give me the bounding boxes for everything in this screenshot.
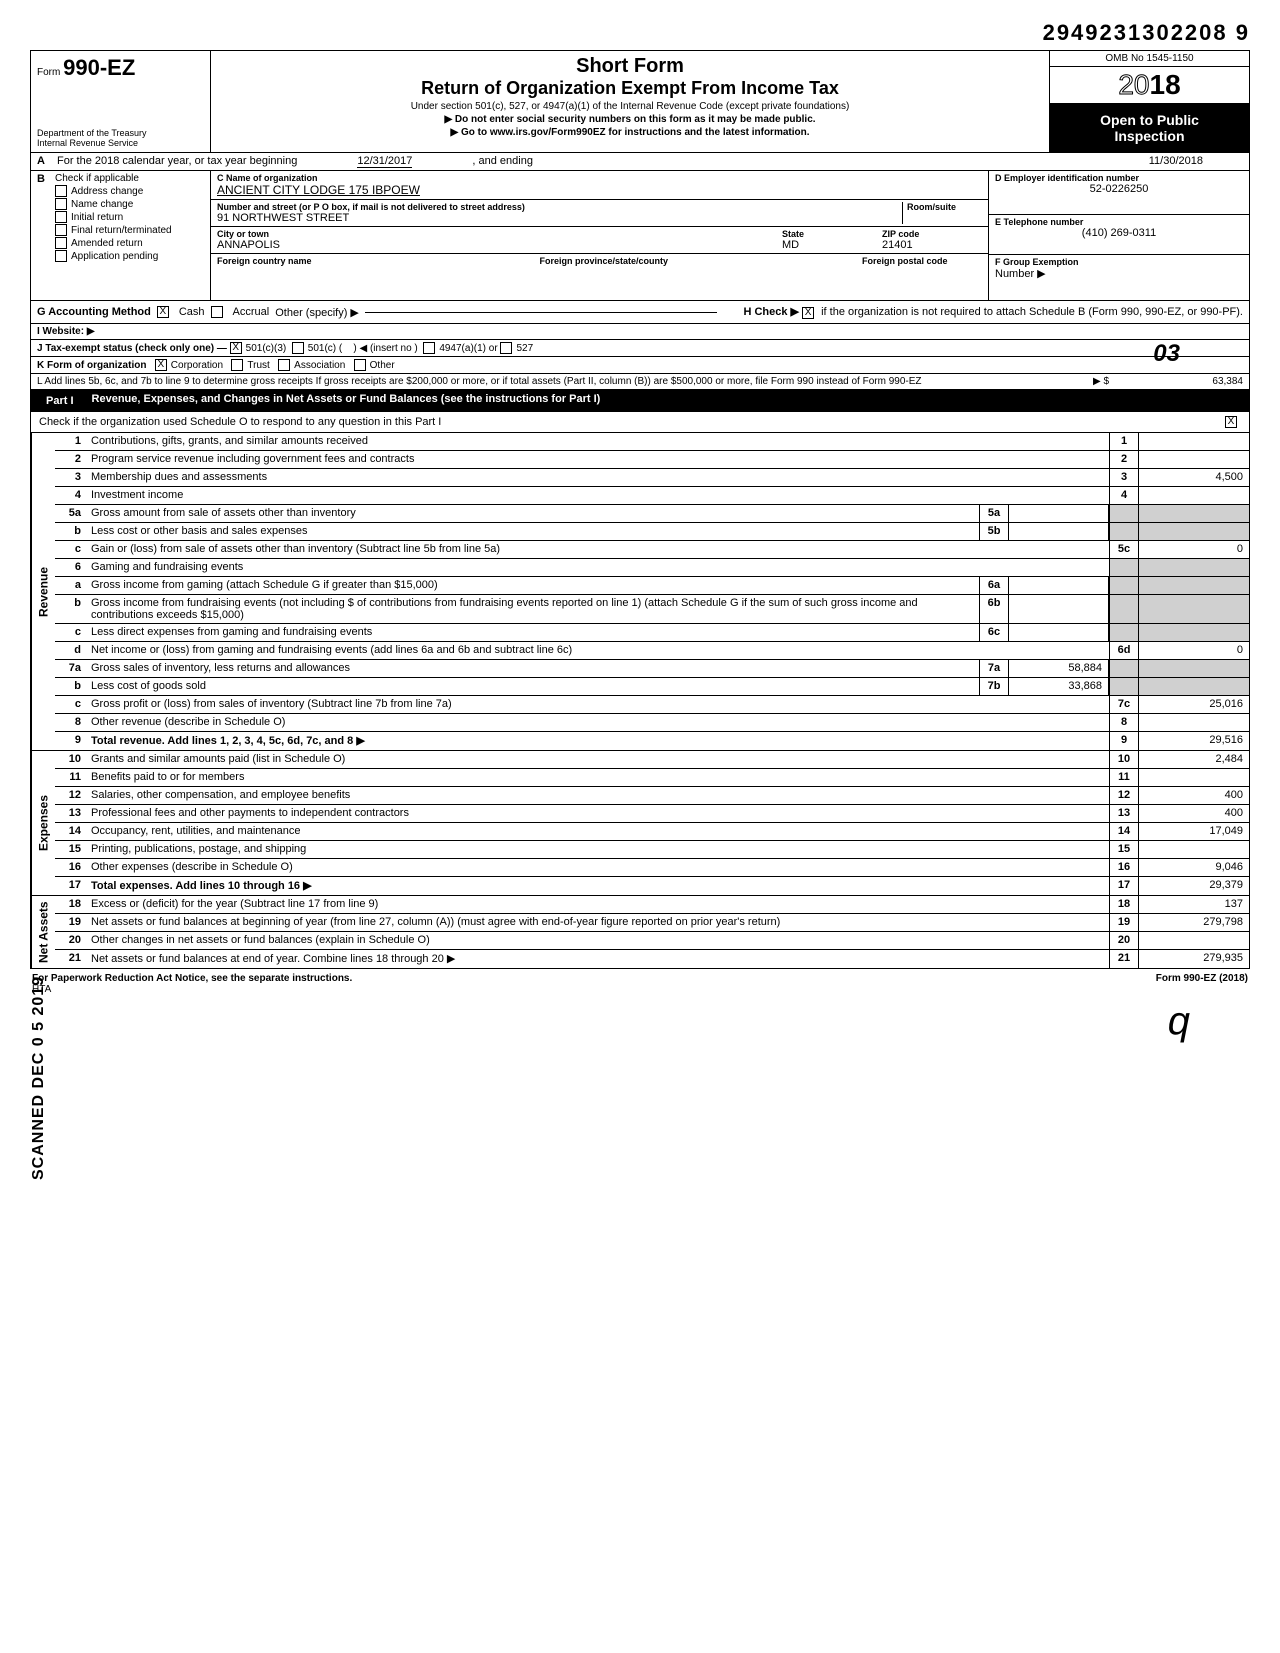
check-corp[interactable]: X — [155, 359, 167, 371]
check-assoc[interactable] — [278, 359, 290, 371]
subtitle-2: ▶ Do not enter social security numbers o… — [221, 114, 1039, 125]
ein-label: D Employer identification number — [995, 173, 1243, 183]
line-row: 7aGross sales of inventory, less returns… — [55, 660, 1249, 678]
row-l: L Add lines 5b, 6c, and 7b to line 9 to … — [31, 374, 1249, 389]
omb-number: OMB No 1545-1150 — [1050, 51, 1249, 67]
footer: For Paperwork Reduction Act Notice, see … — [30, 969, 1250, 999]
short-form-label: Short Form — [221, 55, 1039, 78]
row-g: G Accounting Method XCash Accrual Other … — [31, 301, 1249, 324]
check-4947[interactable] — [423, 342, 435, 354]
check-schedule-o[interactable]: X — [1225, 416, 1237, 428]
period-mid: , and ending — [472, 155, 533, 168]
line-row: 16Other expenses (describe in Schedule O… — [55, 859, 1249, 877]
check-501c3[interactable]: X — [230, 342, 242, 354]
org-name: ANCIENT CITY LODGE 175 IBPOEW — [217, 183, 982, 197]
check-527[interactable] — [500, 342, 512, 354]
line-row: 13Professional fees and other payments t… — [55, 805, 1249, 823]
line-row: 6Gaming and fundraising events — [55, 559, 1249, 577]
line-row: 21Net assets or fund balances at end of … — [55, 950, 1249, 968]
period-label: For the 2018 calendar year, or tax year … — [57, 155, 297, 168]
line-row: 11Benefits paid to or for members11 — [55, 769, 1249, 787]
revenue-label: Revenue — [31, 433, 55, 750]
check-applicable: Check if applicable Address change Name … — [51, 171, 211, 300]
org-city: ANNAPOLIS — [217, 239, 782, 251]
form-header: Form 990-EZ Department of the Treasury I… — [30, 50, 1250, 153]
line-row: 12Salaries, other compensation, and empl… — [55, 787, 1249, 805]
row-j: J Tax-exempt status (check only one) — X… — [31, 340, 1249, 357]
part1-check: Check if the organization used Schedule … — [30, 412, 1250, 433]
line-row: 8Other revenue (describe in Schedule O)8 — [55, 714, 1249, 732]
subtitle-1: Under section 501(c), 527, or 4947(a)(1)… — [221, 101, 1039, 112]
line-row: 18Excess or (deficit) for the year (Subt… — [55, 896, 1249, 914]
line-row: cGross profit or (loss) from sales of in… — [55, 696, 1249, 714]
line-row: 15Printing, publications, postage, and s… — [55, 841, 1249, 859]
line-row: 1Contributions, gifts, grants, and simil… — [55, 433, 1249, 451]
line-row: 9Total revenue. Add lines 1, 2, 3, 4, 5c… — [55, 732, 1249, 750]
handwritten-note: 03 — [1153, 340, 1180, 368]
signature-mark: q — [30, 999, 1250, 1044]
line-row: 5aGross amount from sale of assets other… — [55, 505, 1249, 523]
tax-year: 2018 — [1050, 67, 1249, 104]
check-501c[interactable] — [292, 342, 304, 354]
line-row: dNet income or (loss) from gaming and fu… — [55, 642, 1249, 660]
phone-label: E Telephone number — [995, 217, 1243, 227]
line-row: bGross income from fundraising events (n… — [55, 595, 1249, 624]
line-row: cLess direct expenses from gaming and fu… — [55, 624, 1249, 642]
check-trust[interactable] — [231, 359, 243, 371]
line-row: 14Occupancy, rent, utilities, and mainte… — [55, 823, 1249, 841]
line-row: 20Other changes in net assets or fund ba… — [55, 932, 1249, 950]
line-row: aGross income from gaming (attach Schedu… — [55, 577, 1249, 595]
gross-receipts: 63,384 — [1133, 376, 1243, 387]
org-ein: 52-0226250 — [995, 183, 1243, 195]
line-row: bLess cost of goods sold7b33,868 — [55, 678, 1249, 696]
expenses-label: Expenses — [31, 751, 55, 895]
org-name-label: C Name of organization — [217, 173, 982, 183]
open-public: Open to Public Inspection — [1050, 104, 1249, 152]
check-sched-b[interactable]: X — [802, 307, 814, 319]
document-id: 2949231302208 9 — [30, 20, 1250, 46]
subtitle-3: ▶ Go to www.irs.gov/Form990EZ for instru… — [221, 127, 1039, 138]
part1-header: Part I Revenue, Expenses, and Changes in… — [30, 390, 1250, 412]
line-row: 10Grants and similar amounts paid (list … — [55, 751, 1249, 769]
line-row: 3Membership dues and assessments34,500 — [55, 469, 1249, 487]
scanned-stamp: SCANNED DEC 0 5 2019 — [30, 976, 48, 1180]
form-number: Form 990-EZ — [37, 55, 204, 81]
row-k: K Form of organization XCorporation Trus… — [31, 357, 1249, 374]
line-row: 2Program service revenue including gover… — [55, 451, 1249, 469]
org-info-block: A For the 2018 calendar year, or tax yea… — [30, 153, 1250, 390]
line-row: cGain or (loss) from sale of assets othe… — [55, 541, 1249, 559]
org-zip: 21401 — [882, 239, 982, 251]
addr-label: Number and street (or P O box, if mail i… — [217, 202, 902, 212]
check-cash[interactable]: X — [157, 306, 169, 318]
row-i: I Website: ▶ — [31, 324, 1249, 340]
check-accrual[interactable] — [211, 306, 223, 318]
line-row: 17Total expenses. Add lines 10 through 1… — [55, 877, 1249, 895]
line-row: 4Investment income4 — [55, 487, 1249, 505]
line-row: bLess cost or other basis and sales expe… — [55, 523, 1249, 541]
group-num: Number ▶ — [995, 267, 1243, 280]
period-begin: 12/31/2017 — [357, 155, 412, 168]
group-label: F Group Exemption — [995, 257, 1243, 267]
org-address: 91 NORTHWEST STREET — [217, 212, 902, 224]
org-phone: (410) 269-0311 — [995, 227, 1243, 239]
dept-treasury: Department of the Treasury Internal Reve… — [37, 128, 204, 148]
room-label: Room/suite — [907, 202, 982, 212]
netassets-label: Net Assets — [31, 896, 55, 968]
org-state: MD — [782, 239, 882, 251]
line-row: 19Net assets or fund balances at beginni… — [55, 914, 1249, 932]
check-other-org[interactable] — [354, 359, 366, 371]
main-title: Return of Organization Exempt From Incom… — [221, 78, 1039, 99]
period-end: 11/30/2018 — [1149, 155, 1203, 168]
